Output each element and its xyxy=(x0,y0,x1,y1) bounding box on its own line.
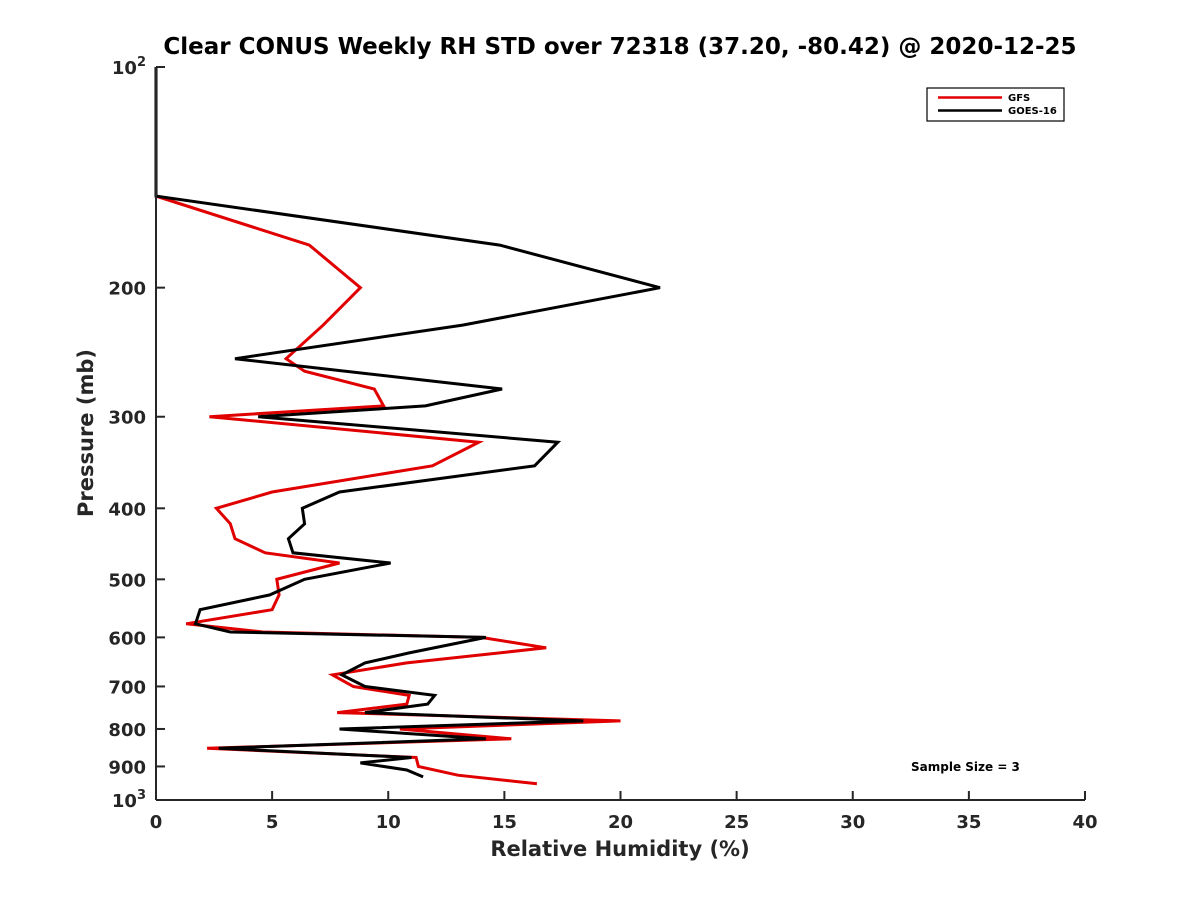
y-tick-label: 102 xyxy=(112,55,146,79)
legend-label-goes16: GOES-16 xyxy=(1008,106,1057,117)
y-tick-label: 700 xyxy=(108,677,146,698)
y-tick-label: 500 xyxy=(108,570,146,591)
series-line-goes-16 xyxy=(154,67,661,779)
x-tick-label: 10 xyxy=(376,812,401,833)
y-tick-label: 800 xyxy=(108,720,146,741)
x-axis-label: Relative Humidity (%) xyxy=(490,837,749,861)
legend-label-gfs: GFS xyxy=(1008,93,1030,104)
x-tick-label: 30 xyxy=(840,812,865,833)
y-tick-label: 200 xyxy=(108,279,146,300)
x-tick-label: 5 xyxy=(266,812,279,833)
x-tick-label: 40 xyxy=(1072,812,1097,833)
x-tick-label: 15 xyxy=(492,812,517,833)
series-layer xyxy=(154,67,661,786)
series-line-gfs xyxy=(154,67,621,786)
y-tick-label: 600 xyxy=(108,628,146,649)
axes-layer xyxy=(155,67,1085,801)
x-tick-label: 20 xyxy=(608,812,633,833)
y-tick-label: 900 xyxy=(108,757,146,778)
y-axis-label: Pressure (mb) xyxy=(74,349,98,517)
x-tick-label: 25 xyxy=(724,812,749,833)
legend: GFS GOES-16 xyxy=(926,87,1065,122)
legend-box xyxy=(926,87,1065,122)
y-tick-label: 400 xyxy=(108,499,146,520)
y-tick-label: 300 xyxy=(108,408,146,429)
y-tick-label: 103 xyxy=(112,788,146,812)
sample-size-annotation: Sample Size = 3 xyxy=(911,760,1020,774)
chart-title: Clear CONUS Weekly RH STD over 72318 (37… xyxy=(163,34,1076,60)
ticks-layer: 0 5 10 15 20 25 30 35 40 102 200 300 400 500 600 700 800… xyxy=(108,55,1097,833)
x-tick-label: 35 xyxy=(956,812,981,833)
x-tick-label: 0 xyxy=(150,812,163,833)
